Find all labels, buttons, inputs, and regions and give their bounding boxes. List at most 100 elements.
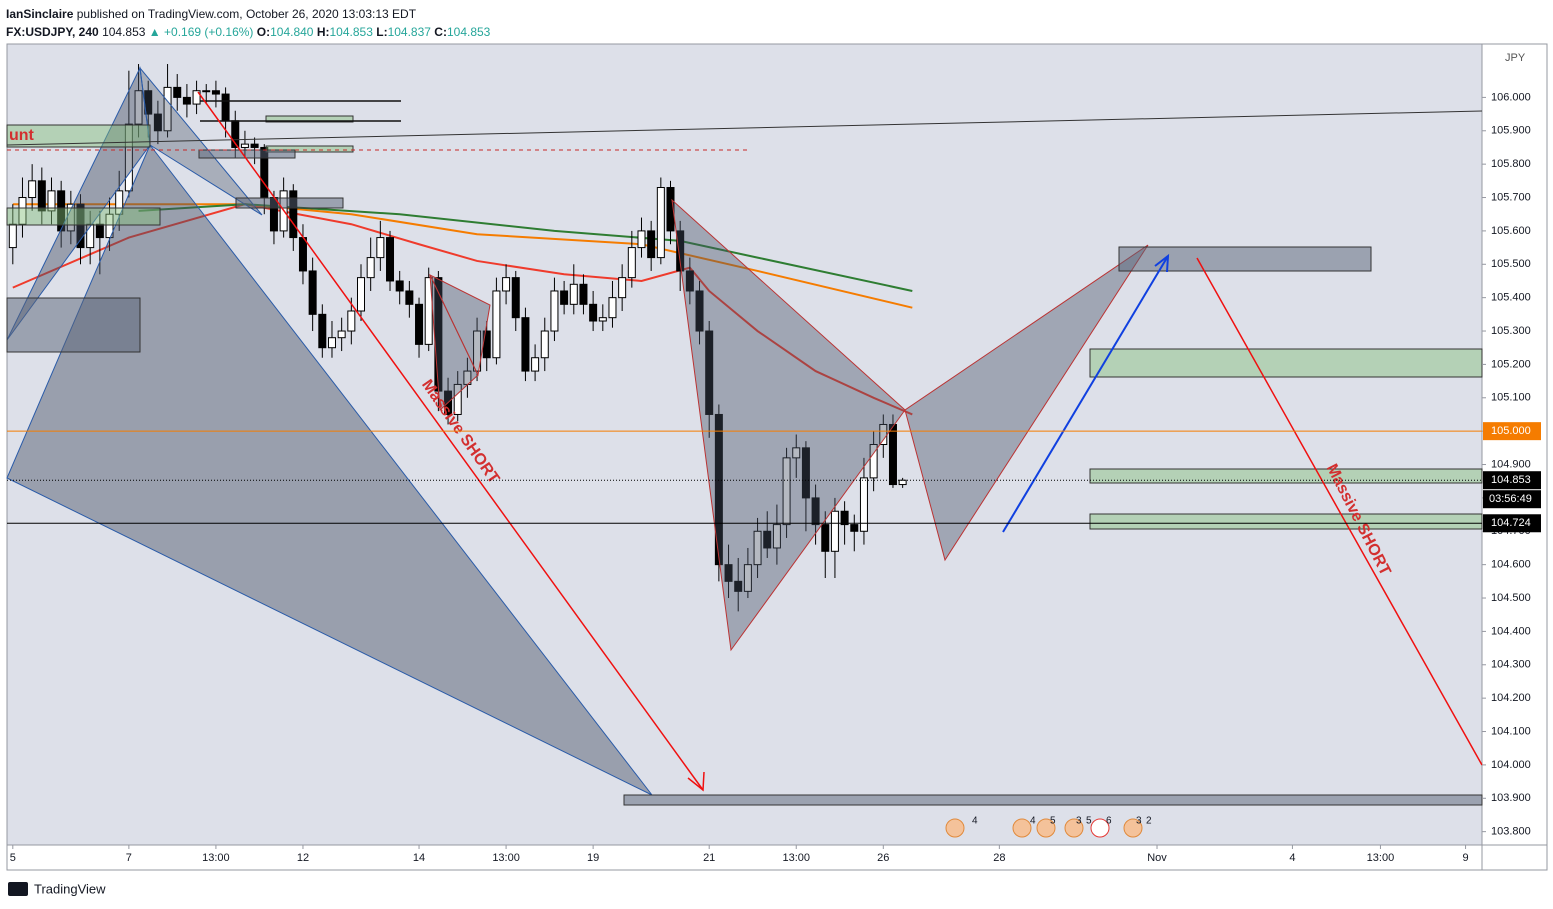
- candle-body: [792, 447, 801, 459]
- logo: [8, 882, 28, 896]
- candle-body: [801, 447, 810, 499]
- price-tag: [1483, 422, 1541, 441]
- countdown-tag: [1483, 490, 1541, 509]
- event-icon: [945, 818, 965, 838]
- zone: [6, 124, 151, 148]
- x-tick-label: 21: [703, 852, 715, 864]
- y-tick-label: 105.200: [1491, 358, 1531, 370]
- zone: [235, 197, 344, 209]
- x-tick-label: 13:00: [782, 852, 810, 864]
- y-tick-label: 105.400: [1491, 292, 1531, 304]
- event-count: 6: [1106, 816, 1112, 827]
- candle-body: [105, 213, 114, 239]
- y-tick-label: 104.100: [1491, 725, 1531, 737]
- candle-body: [540, 330, 549, 359]
- candle-body: [47, 190, 56, 212]
- candle-body: [192, 90, 201, 105]
- candle-body: [376, 237, 385, 259]
- arrow: [1002, 255, 1169, 533]
- ohlc-value: 104.840: [270, 25, 314, 39]
- candle-body: [86, 223, 95, 249]
- candle-body: [395, 280, 404, 292]
- zone: [1089, 348, 1483, 378]
- candle-body: [347, 310, 356, 332]
- candle-body: [221, 93, 230, 122]
- candle-body: [250, 143, 259, 148]
- candle-body: [560, 290, 569, 305]
- candle-body: [521, 317, 530, 372]
- symbol: FX:USDJPY, 240: [6, 25, 99, 39]
- candle-body: [734, 580, 743, 592]
- candle-body: [115, 190, 124, 215]
- y-tick-label: 105.700: [1491, 191, 1531, 203]
- candle-body: [134, 90, 143, 125]
- y-tick-label: 105.500: [1491, 258, 1531, 270]
- event-icon: [1123, 818, 1143, 838]
- zone: [1118, 246, 1372, 272]
- ohlc-value: 104.853: [329, 25, 373, 39]
- last-price: 104.853: [102, 25, 146, 39]
- price-tag-label: 104.724: [1491, 517, 1531, 529]
- candle-body: [202, 90, 211, 93]
- zone: [6, 297, 141, 353]
- x-tick-label: 13:00: [202, 852, 230, 864]
- y-tick-label: 103.900: [1491, 792, 1531, 804]
- brand: TradingView: [34, 881, 106, 896]
- y-tick-label: 104.200: [1491, 692, 1531, 704]
- ohlc-value: 104.853: [446, 25, 491, 39]
- event-icon: [1036, 818, 1056, 838]
- annotation: unt: [9, 127, 35, 144]
- x-tick-label: 9: [1462, 852, 1468, 864]
- currency: JPY: [1505, 52, 1526, 64]
- event-count: 2: [1146, 816, 1152, 827]
- trend-line: [6, 110, 1483, 146]
- candle-body: [637, 230, 646, 249]
- candle-body: [840, 510, 849, 526]
- y-tick-label: 105.300: [1491, 325, 1531, 337]
- x-tick-label: 26: [877, 852, 889, 864]
- publish-line: IanSinclaire published on TradingView.co…: [6, 5, 490, 23]
- axes: 103.800 103.900 104.000 104.100 104.200 104.3…: [10, 91, 1531, 864]
- candle-body: [888, 423, 897, 486]
- candle-body: [676, 230, 685, 272]
- header: IanSinclaire published on TradingView.co…: [6, 5, 490, 41]
- candles: [8, 64, 907, 612]
- candle-body: [850, 524, 859, 532]
- candle-body: [569, 283, 578, 305]
- candle-body: [511, 277, 520, 319]
- event-count: 4: [1030, 816, 1036, 827]
- event-count: 5: [1050, 816, 1056, 827]
- price-tag: [1483, 514, 1541, 533]
- candle-body: [782, 457, 791, 526]
- symbol-line: FX:USDJPY, 240 104.853 ▲ +0.169 (+0.16%)…: [6, 23, 490, 41]
- zone: [623, 794, 1483, 806]
- pattern: [139, 66, 263, 216]
- change: ▲ +0.169 (+0.16%): [148, 25, 254, 39]
- countdown: 03:56:49: [1489, 493, 1532, 505]
- candle-body: [337, 330, 346, 339]
- price-tag-label: 105.000: [1491, 425, 1531, 437]
- y-tick-label: 104.600: [1491, 559, 1531, 571]
- drawings: Massive SHORT Massive SHORT unt: [6, 66, 1483, 806]
- candle-body: [453, 383, 462, 415]
- x-tick-label: 14: [413, 852, 425, 864]
- y-tick-label: 104.300: [1491, 659, 1531, 671]
- event-icon: [1064, 818, 1084, 838]
- candle-body: [589, 303, 598, 322]
- x-tick-label: 13:00: [492, 852, 520, 864]
- x-tick-label: 12: [297, 852, 309, 864]
- zone: [265, 115, 354, 123]
- candle-body: [163, 86, 172, 132]
- candle-body: [95, 223, 104, 239]
- arrow: [1196, 257, 1483, 766]
- ohlc-key: H:: [316, 25, 330, 39]
- candle-body: [386, 237, 395, 282]
- candle-body: [28, 180, 37, 199]
- zone: [265, 145, 354, 153]
- candle-body: [211, 90, 220, 95]
- candle-body: [240, 143, 249, 148]
- candle-body: [685, 270, 694, 292]
- candle-body: [743, 564, 752, 592]
- arrow-head: [687, 771, 705, 792]
